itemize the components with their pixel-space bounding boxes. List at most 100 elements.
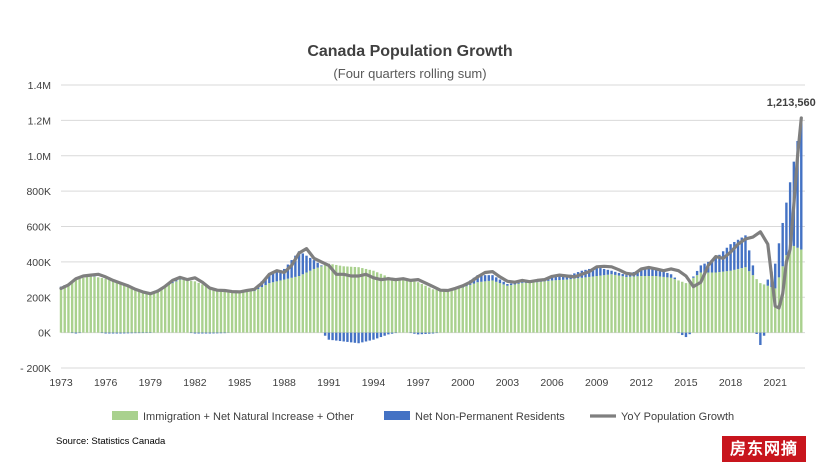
immigration-bar [647, 276, 650, 333]
npr-bar [602, 268, 606, 276]
immigration-bar [740, 268, 743, 333]
immigration-bar [721, 271, 725, 333]
npr-bar [301, 253, 304, 275]
npr-bar [673, 277, 676, 280]
immigration-bar [357, 267, 360, 333]
immigration-bar [346, 266, 349, 333]
immigration-bar [379, 273, 383, 333]
immigration-bar [342, 266, 345, 333]
immigration-bar [707, 272, 710, 333]
immigration-bar [762, 284, 766, 333]
x-tick-label: 1994 [362, 377, 386, 389]
npr-bar [279, 270, 282, 281]
immigration-bar [320, 266, 323, 333]
immigration-bar [74, 279, 78, 333]
immigration-bar [439, 290, 442, 333]
npr-bar [617, 272, 621, 276]
immigration-bar [134, 290, 137, 333]
immigration-bar [677, 280, 680, 333]
immigration-bar [413, 281, 416, 333]
npr-bar [323, 332, 327, 336]
immigration-bar [588, 276, 591, 333]
npr-bar [175, 280, 178, 282]
npr-bar [290, 260, 293, 278]
npr-bar [751, 265, 755, 276]
immigration-bar [606, 274, 610, 333]
immigration-bar [186, 280, 189, 333]
immigration-bar [119, 283, 122, 333]
immigration-bar [424, 285, 427, 333]
immigration-bar [550, 280, 554, 333]
npr-bar [483, 275, 487, 282]
immigration-bar [602, 275, 606, 333]
npr-bar [714, 258, 717, 273]
npr-bar [643, 268, 647, 277]
source-note: Source: Statistics Canada [56, 436, 166, 447]
npr-bar [320, 265, 323, 267]
npr-bar [774, 263, 777, 289]
immigration-bar [539, 281, 543, 333]
npr-bar [684, 332, 688, 338]
immigration-bar [643, 276, 647, 333]
npr-bar [759, 332, 762, 346]
y-tick-label: - 200K [20, 363, 51, 375]
npr-bar [658, 270, 662, 277]
npr-bar [498, 279, 502, 284]
immigration-bar [714, 272, 717, 333]
immigration-bar [457, 288, 461, 333]
y-tick-label: 1.0M [28, 151, 51, 163]
immigration-bar [152, 291, 156, 333]
y-tick-label: 600K [26, 222, 51, 234]
immigration-bar [617, 275, 621, 333]
immigration-bar [219, 289, 223, 333]
immigration-bar [480, 281, 483, 333]
bars [59, 120, 803, 346]
npr-bar [268, 274, 271, 284]
npr-bar [130, 332, 133, 334]
immigration-bar [673, 279, 676, 333]
chart-subtitle: (Four quarters rolling sum) [333, 66, 486, 81]
npr-bar [349, 332, 353, 343]
npr-bar [748, 250, 751, 272]
x-tick-label: 1991 [317, 377, 341, 389]
npr-bar [119, 332, 122, 334]
npr-bar [201, 332, 204, 334]
immigration-bar [349, 266, 353, 333]
immigration-bar [364, 268, 368, 333]
immigration-bar [569, 279, 572, 333]
npr-bar [595, 267, 598, 277]
immigration-bar [193, 281, 197, 333]
npr-bar [223, 332, 226, 334]
npr-bar [640, 268, 643, 277]
immigration-bar [212, 288, 215, 333]
immigration-bar [230, 291, 234, 333]
immigration-bar [216, 288, 219, 333]
npr-bar [725, 247, 729, 272]
npr-bar [216, 332, 219, 334]
legend-label-yoy: YoY Population Growth [621, 411, 734, 423]
immigration-bar [264, 285, 267, 333]
npr-bar [695, 270, 699, 276]
immigration-bar [729, 270, 732, 333]
immigration-bar [584, 277, 587, 333]
npr-bar [126, 332, 130, 334]
npr-bar [297, 251, 301, 277]
npr-bar [721, 251, 725, 272]
npr-bar [614, 271, 617, 275]
npr-bar [212, 332, 215, 334]
npr-bar [264, 277, 267, 286]
immigration-bar [718, 272, 721, 333]
npr-bar [353, 332, 357, 343]
immigration-bar [755, 279, 758, 333]
immigration-bar [327, 263, 331, 333]
immigration-bar [387, 276, 390, 333]
npr-bar [431, 332, 435, 334]
immigration-bar [651, 276, 654, 333]
npr-bar [379, 332, 383, 338]
legend-swatch-npr [384, 411, 410, 420]
immigration-bar [450, 290, 453, 333]
immigration-bar [223, 290, 226, 333]
x-tick-label: 2000 [451, 377, 475, 389]
immigration-bar [495, 281, 498, 333]
npr-bar [744, 235, 747, 268]
